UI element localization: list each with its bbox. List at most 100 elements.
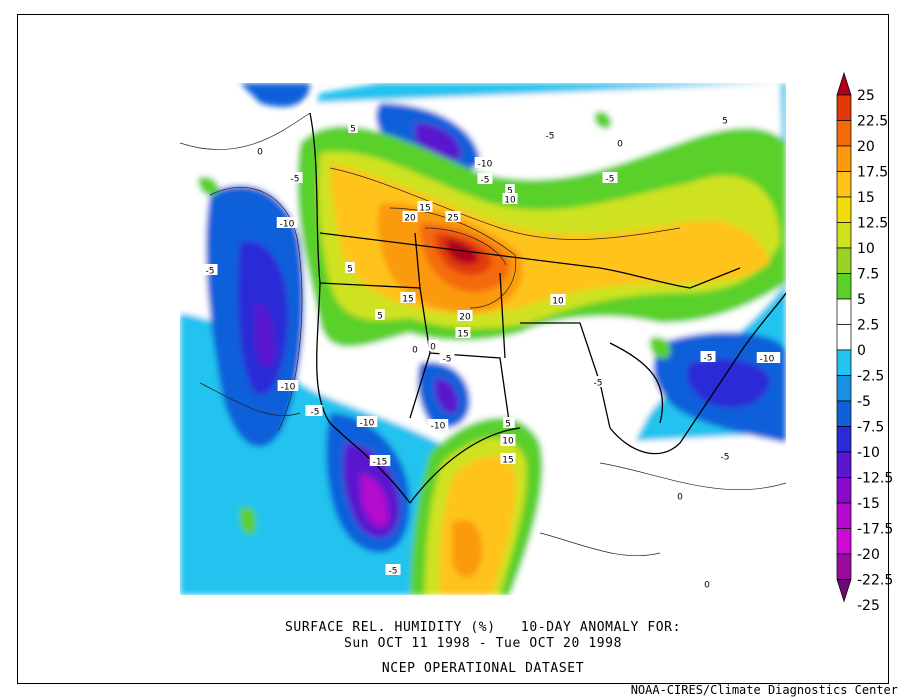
colorbar-tick-label: 12.5 bbox=[857, 216, 888, 232]
colorbar-box bbox=[836, 528, 852, 555]
contour-label: 10 bbox=[502, 437, 514, 447]
colorbar-tick-label: -5 bbox=[857, 394, 871, 410]
contour-label-bg bbox=[602, 172, 618, 183]
contour-label: 5 bbox=[505, 420, 511, 430]
contour-label: -5 bbox=[704, 354, 713, 364]
contour-label-bg bbox=[477, 173, 493, 184]
contour-label-bg bbox=[276, 217, 298, 228]
colorbar-tick-label: 5 bbox=[857, 292, 866, 308]
contour-label-bg bbox=[590, 376, 606, 387]
contour-label-bg bbox=[720, 114, 730, 125]
colorbar-tick-label: 15 bbox=[857, 190, 875, 206]
colorbar-box bbox=[836, 222, 852, 249]
colorbar-box bbox=[836, 324, 852, 351]
contour-label-bg bbox=[550, 294, 566, 305]
colorbar-box bbox=[836, 247, 852, 274]
colorbar-box bbox=[836, 349, 852, 376]
colorbar-box bbox=[836, 298, 852, 325]
colorbar-tick-label: -12.5 bbox=[857, 471, 893, 487]
colorbar-box bbox=[836, 120, 852, 147]
colorbar-box bbox=[836, 145, 852, 172]
contour-label-bg bbox=[428, 340, 438, 351]
contour-lines bbox=[180, 112, 786, 557]
contour-label-bg bbox=[500, 453, 516, 464]
colorbar-box bbox=[836, 451, 852, 478]
colorbar-box bbox=[836, 171, 852, 198]
contour-label-bg bbox=[615, 137, 625, 148]
contour-label: -10 bbox=[478, 160, 493, 170]
contour-label-bg bbox=[502, 193, 518, 204]
colorbar-tick-label: 20 bbox=[857, 139, 875, 155]
contour-label: -10 bbox=[280, 220, 295, 230]
colorbar-tick-label: 17.5 bbox=[857, 165, 888, 181]
contour-label: -5 bbox=[721, 453, 730, 463]
colorbar-tick-label: 7.5 bbox=[857, 267, 879, 283]
contour-label-bg bbox=[277, 380, 299, 391]
contour-label-bg bbox=[255, 145, 265, 156]
plot-frame bbox=[17, 14, 889, 684]
colorbar-tick-label: 22.5 bbox=[857, 114, 888, 130]
contour-label: 0 bbox=[617, 140, 623, 150]
contour-label: -10 bbox=[281, 383, 296, 393]
contour-label-bg bbox=[505, 184, 515, 195]
contour-label: 5 bbox=[350, 125, 356, 135]
contour-label: -5 bbox=[311, 408, 320, 418]
contour-label: 5 bbox=[347, 265, 353, 275]
contour-label-bg bbox=[385, 564, 401, 575]
contour-label-bg bbox=[348, 122, 358, 133]
contour-label-bg bbox=[474, 157, 496, 168]
contour-label-bg bbox=[457, 310, 473, 321]
title-line-2: Sun OCT 11 1998 - Tue OCT 20 1998 bbox=[343, 636, 623, 651]
credit-text: NOAA-CIRES/Climate Diagnostics Center bbox=[630, 683, 898, 697]
contour-label-bg bbox=[675, 490, 685, 501]
contour-label: -5 bbox=[206, 267, 215, 277]
contour-label: -5 bbox=[291, 175, 300, 185]
contour-label: -5 bbox=[546, 132, 555, 142]
contour-label-bg bbox=[356, 416, 378, 427]
colorbar-tick-label: -22.5 bbox=[857, 573, 893, 589]
colorbar-box bbox=[836, 426, 852, 453]
contour-label-bg bbox=[427, 419, 449, 430]
colorbar-box bbox=[836, 502, 852, 529]
colorbar-tick-label: -20 bbox=[857, 547, 880, 563]
contour-label: 10 bbox=[552, 297, 564, 307]
contour-label-bg bbox=[702, 578, 712, 589]
contour-label-bg bbox=[700, 351, 716, 362]
contour-label: 5 bbox=[507, 187, 513, 197]
colorbar-tick-label: -15 bbox=[857, 496, 880, 512]
contour-label: 5 bbox=[377, 312, 383, 322]
contour-label: 0 bbox=[257, 148, 263, 158]
contour-label-bg bbox=[503, 417, 513, 428]
colorbar-tick-label: 0 bbox=[857, 343, 866, 359]
contour-label-bg bbox=[369, 455, 391, 466]
contour-label: 15 bbox=[419, 204, 430, 214]
contour-label-bg bbox=[202, 264, 218, 275]
contour-label: -10 bbox=[431, 422, 446, 432]
contour-label: 5 bbox=[722, 117, 728, 127]
contour-label: 15 bbox=[457, 330, 468, 340]
contour-label-bg bbox=[402, 211, 418, 222]
contour-label-bg bbox=[400, 292, 416, 303]
contour-label: 20 bbox=[459, 313, 471, 323]
contour-label-bg bbox=[375, 309, 385, 320]
colorbar-tick-label: 2.5 bbox=[857, 318, 879, 334]
colorbar-boxes bbox=[836, 71, 852, 603]
contour-label: 15 bbox=[502, 456, 513, 466]
title-line-3: NCEP OPERATIONAL DATASET bbox=[381, 661, 585, 676]
colorbar-tick-label: -2.5 bbox=[857, 369, 884, 385]
contour-label: -15 bbox=[373, 458, 388, 468]
contour-label: -5 bbox=[606, 175, 615, 185]
colorbar-tick-label: -10 bbox=[857, 445, 880, 461]
colorbar-box bbox=[836, 94, 852, 121]
contour-label-bg bbox=[417, 201, 433, 212]
contour-label: 15 bbox=[402, 295, 413, 305]
contour-label-bg bbox=[756, 352, 778, 363]
contour-label: 0 bbox=[412, 346, 418, 356]
colorbar-legend: 25 22.5 20 17.5 15 12.5 10 7.5 5 2.5 0 -2.5 -5 -7.5 -1… bbox=[836, 71, 893, 614]
colorbar-box bbox=[836, 273, 852, 300]
contour-label: -5 bbox=[389, 567, 398, 577]
contour-label-bg bbox=[500, 434, 516, 445]
contour-label: 10 bbox=[504, 196, 516, 206]
colorbar-bottom-arrow bbox=[836, 579, 852, 603]
contour-label-bg bbox=[307, 405, 323, 416]
